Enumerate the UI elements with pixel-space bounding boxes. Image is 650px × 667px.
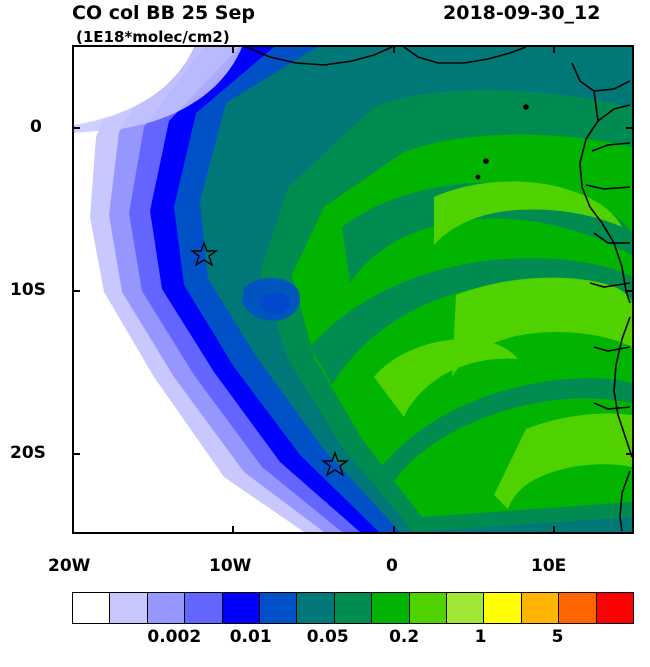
colorbar-cell-11	[484, 593, 522, 623]
chart-units-label: (1E18*molec/cm2)	[76, 28, 230, 46]
colorbar-cell-7	[334, 593, 373, 623]
chart-title-right: 2018-09-30_12	[443, 2, 601, 24]
station-markers	[189, 241, 350, 477]
colorbar-cell-3	[185, 593, 223, 623]
map-plot-area	[72, 45, 634, 534]
chart-title-left: CO col BB 25 Sep	[72, 2, 255, 24]
colorbar-cell-0	[73, 593, 111, 623]
colorbar-label-4: 1	[474, 627, 487, 647]
colorbar-cell-14	[596, 593, 634, 623]
colorbar-cell-8	[372, 593, 410, 623]
x-tick-label-0: 0	[386, 556, 398, 576]
x-tick-label-10e: 10E	[531, 556, 567, 576]
colorbar-cell-6	[297, 593, 335, 623]
x-tick-label-20w: 20W	[48, 556, 91, 576]
colorbar-cell-4	[222, 593, 261, 623]
y-tick-label-0: 0	[30, 117, 42, 137]
colorbar-label-1: 0.01	[229, 627, 272, 647]
x-tick-label-10w: 10W	[209, 556, 252, 576]
colorbar-label-0: 0.002	[147, 627, 202, 647]
colorbar	[72, 592, 634, 624]
colorbar-label-2: 0.05	[306, 627, 349, 647]
colorbar-cell-1	[110, 593, 148, 623]
colorbar-cell-10	[447, 593, 485, 623]
colorbar-label-3: 0.2	[389, 627, 420, 647]
y-tick-label-10s: 10S	[10, 280, 46, 300]
colorbar-cell-5	[260, 593, 298, 623]
y-tick-label-20s: 20S	[10, 443, 46, 463]
colorbar-cell-9	[409, 593, 448, 623]
colorbar-cell-13	[559, 593, 597, 623]
colorbar-cell-12	[521, 593, 560, 623]
colorbar-cell-2	[147, 593, 186, 623]
map-contour-svg	[74, 47, 632, 532]
colorbar-label-5: 5	[551, 627, 564, 647]
